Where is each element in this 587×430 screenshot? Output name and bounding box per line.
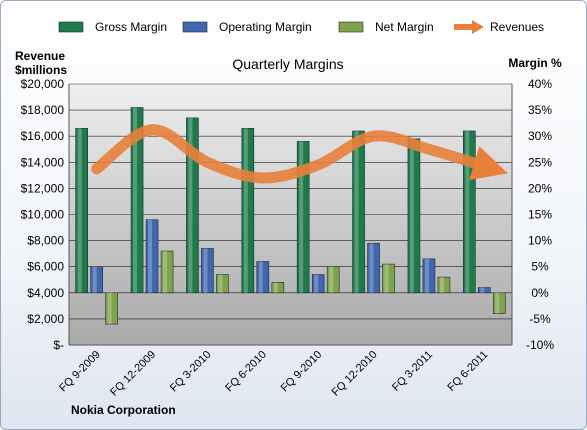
bar-operating-margin [90,266,103,294]
x-tick-label: FQ 3-2011 [390,349,435,394]
legend-label: Gross Margin [95,20,167,34]
y-left-tick-label: $2,000 [27,312,64,326]
x-tick-label: FQ 6-2011 [445,349,490,394]
y-left-tick-label: $12,000 [21,181,65,195]
y-left-tick-label: $16,000 [21,129,65,143]
bar-operating-margin [478,287,491,294]
bar-operating-margin [367,242,380,294]
legend-arrow [472,20,484,34]
bars [75,107,506,325]
y-left-label-line-2: $millions [15,63,67,77]
bar-gross-margin [296,141,310,294]
y-left-tick-label: $10,000 [21,208,65,222]
x-tick-label: FQ 9-2009 [57,349,103,395]
legend-swatch [338,21,364,33]
chart-title: Quarterly Margins [232,56,343,72]
bar-gross-margin [130,107,144,294]
y-right-tick-label: 20% [528,181,552,195]
bar-net-margin [493,292,506,314]
bar-operating-margin [201,248,214,294]
bar-gross-margin [75,128,88,294]
y-left-label-line-1: Revenue [15,49,65,63]
y-right-tick-label: 40% [528,77,552,91]
bar-net-margin [105,292,118,325]
legend-item-operating-margin: Operating Margin [182,20,312,34]
bar-net-margin [160,250,174,294]
revenue-line [91,124,508,184]
bar-net-margin [382,263,395,294]
legend: Gross Margin Operating Margin Net Margin Re… [58,20,544,34]
y-left-tick-label: $6,000 [27,260,64,274]
y-left-tick-label: $- [53,338,64,352]
y-left-tick-label: $18,000 [21,103,65,117]
legend-label: Net Margin [375,20,434,34]
legend-item-revenues: Revenues [454,20,544,34]
y-left-tick-label: $20,000 [21,77,65,91]
legend-item-net-margin: Net Margin [338,20,434,34]
y-right-tick-label: 10% [528,234,552,248]
bar-operating-margin [422,258,436,294]
legend-label: Revenues [490,20,544,34]
bar-net-margin [271,282,285,294]
x-tick-label: FQ 3-2010 [168,349,214,395]
y-right-tick-label: 35% [528,103,552,117]
bar-operating-margin [145,219,159,294]
y-right-tick-label: 25% [528,155,552,169]
y-left-tick-label: $14,000 [21,155,65,169]
bar-operating-margin [256,261,270,294]
bar-net-margin [326,266,340,294]
y-right-tick-label: 15% [528,208,552,222]
legend-swatch [182,21,208,33]
revenue-line-path [91,124,508,184]
bar-operating-margin [311,274,325,294]
x-tick-label: FQ 12-2009 [108,349,158,399]
bar-net-margin [437,276,451,294]
company-label: Nokia Corporation [71,403,176,417]
bar-gross-margin [241,128,255,294]
y-left-tick-label: $8,000 [27,234,64,248]
y-left-tick-label: $4,000 [27,286,64,300]
x-tick-label: FQ 12-2010 [330,349,380,399]
bar-net-margin [216,274,229,294]
bar-gross-margin [407,138,421,294]
bar-gross-margin [186,117,199,294]
y-right-tick-label: 30% [528,129,552,143]
y-right-label: Margin % [508,56,562,70]
y-right-tick-label: 5% [531,260,549,274]
y-right-tick-label: -10% [526,338,554,352]
legend-label: Operating Margin [219,20,312,34]
x-tick-label: FQ 9-2010 [279,349,325,395]
y-right-tick-label: 0% [531,286,549,300]
x-tick-label: FQ 6-2010 [223,349,269,395]
y-right-tick-label: -5% [529,312,551,326]
legend-swatch [58,21,84,33]
bar-gross-margin [352,130,365,294]
legend-item-gross-margin: Gross Margin [58,20,167,34]
